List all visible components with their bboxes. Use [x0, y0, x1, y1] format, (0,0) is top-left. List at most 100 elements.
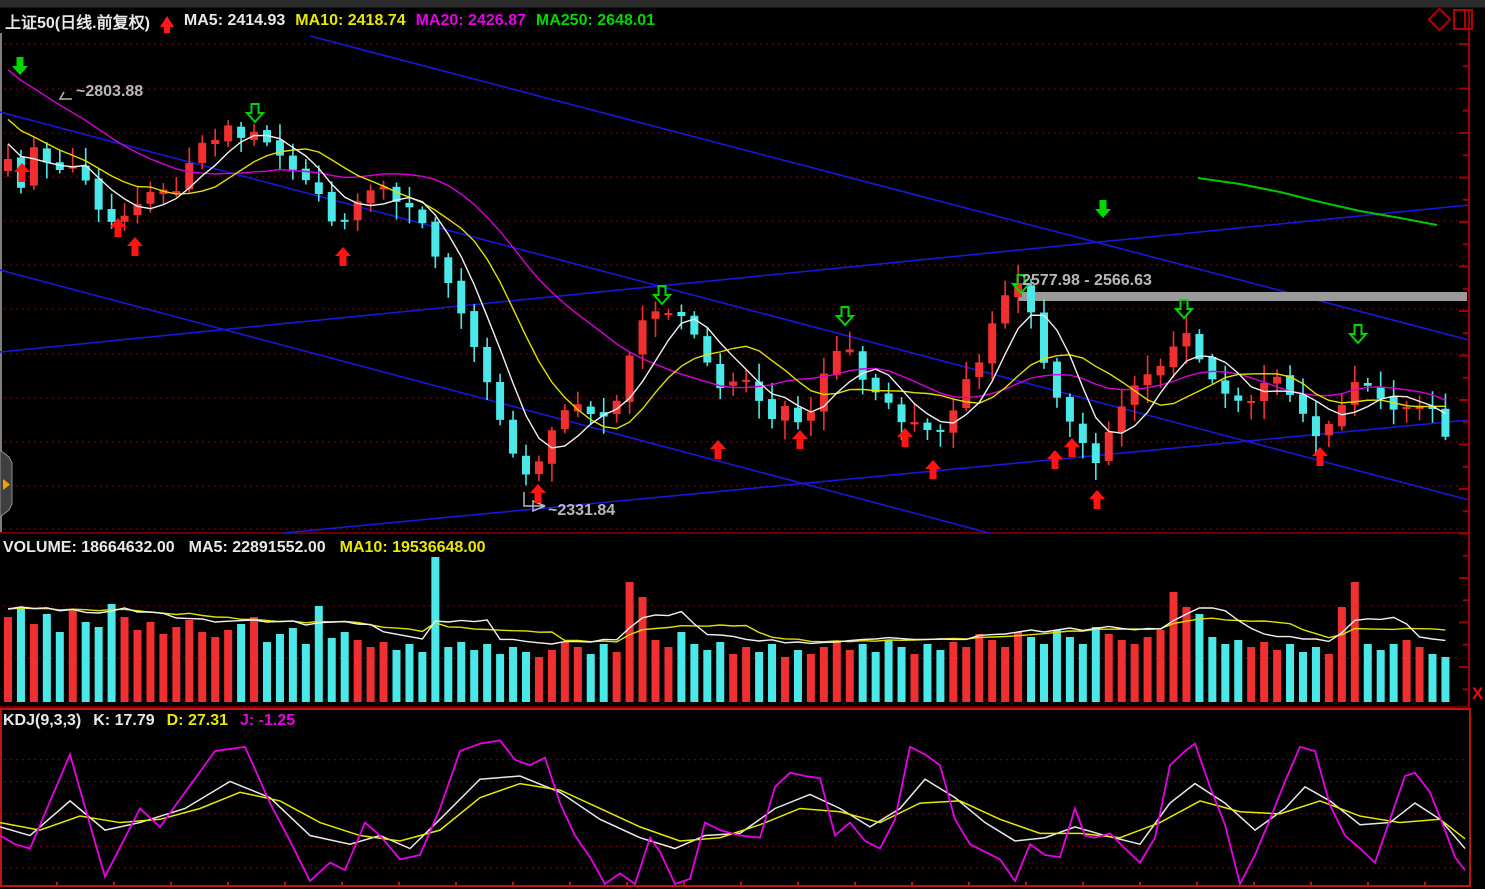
volume-bar[interactable]: [703, 650, 712, 702]
volume-bar[interactable]: [1221, 644, 1230, 702]
candle[interactable]: [1143, 374, 1152, 386]
candle[interactable]: [1428, 406, 1437, 409]
volume-bar[interactable]: [586, 654, 595, 702]
volume-bar[interactable]: [560, 642, 569, 702]
candle[interactable]: [1091, 443, 1100, 463]
candle[interactable]: [457, 280, 466, 314]
volume-bar[interactable]: [263, 642, 271, 702]
candle[interactable]: [1130, 385, 1139, 405]
candle[interactable]: [509, 419, 518, 454]
volume-bar[interactable]: [198, 632, 207, 702]
candle[interactable]: [68, 166, 77, 169]
volume-bar[interactable]: [884, 640, 893, 702]
candle[interactable]: [314, 182, 323, 195]
candle[interactable]: [547, 430, 556, 464]
candle[interactable]: [146, 191, 155, 204]
candle[interactable]: [1027, 285, 1036, 313]
candle[interactable]: [224, 125, 233, 142]
candle[interactable]: [198, 142, 207, 164]
candle[interactable]: [496, 381, 505, 420]
volume-bar[interactable]: [1441, 657, 1450, 702]
candle[interactable]: [1117, 406, 1126, 432]
instrument-title[interactable]: 上证50(日线.前复权): [5, 15, 150, 32]
volume-bar[interactable]: [483, 644, 492, 702]
candle[interactable]: [586, 406, 595, 415]
volume-bar[interactable]: [250, 617, 259, 702]
candle[interactable]: [768, 399, 777, 420]
candle[interactable]: [1195, 333, 1204, 360]
volume-bar[interactable]: [496, 654, 505, 702]
volume-bar[interactable]: [340, 632, 349, 702]
volume-bar[interactable]: [1156, 630, 1165, 702]
volume-bar[interactable]: [224, 630, 233, 702]
volume-bar[interactable]: [81, 622, 90, 702]
candle[interactable]: [690, 315, 699, 335]
candle[interactable]: [418, 209, 427, 224]
volume-bar[interactable]: [211, 637, 220, 702]
volume-bar[interactable]: [1324, 654, 1333, 702]
candle[interactable]: [793, 407, 802, 423]
volume-bar[interactable]: [55, 632, 64, 702]
volume-bar[interactable]: [379, 642, 388, 702]
volume-bar[interactable]: [690, 644, 699, 702]
volume-bar[interactable]: [1040, 644, 1048, 702]
volume-bar[interactable]: [1052, 630, 1061, 702]
candle[interactable]: [444, 257, 453, 284]
candle[interactable]: [55, 162, 64, 171]
volume-bar[interactable]: [742, 647, 751, 702]
candle[interactable]: [806, 411, 815, 421]
volume-bar[interactable]: [353, 640, 362, 702]
volume-bar[interactable]: [819, 647, 828, 702]
volume-bar[interactable]: [1078, 644, 1087, 702]
volume-bar[interactable]: [457, 642, 466, 702]
volume-bar[interactable]: [1376, 650, 1385, 702]
candle[interactable]: [340, 219, 349, 222]
candle[interactable]: [1286, 375, 1295, 395]
volume-bar[interactable]: [1402, 640, 1411, 702]
volume-bar[interactable]: [42, 614, 51, 702]
volume-bar[interactable]: [858, 644, 867, 702]
candle[interactable]: [936, 429, 945, 432]
volume-bar[interactable]: [625, 582, 634, 702]
volume-bar[interactable]: [1363, 644, 1372, 702]
candle[interactable]: [755, 381, 764, 401]
volume-bar[interactable]: [1428, 654, 1437, 702]
volume-bar[interactable]: [949, 642, 958, 702]
candle[interactable]: [327, 191, 336, 222]
candle[interactable]: [1104, 431, 1113, 461]
volume-bar[interactable]: [638, 597, 647, 702]
volume-bar[interactable]: [237, 624, 246, 702]
volume-bar[interactable]: [793, 650, 802, 702]
candle[interactable]: [1376, 387, 1385, 399]
volume-bar[interactable]: [923, 644, 932, 702]
candle[interactable]: [1040, 312, 1048, 363]
candle[interactable]: [1299, 394, 1307, 414]
candle[interactable]: [4, 159, 12, 171]
candle[interactable]: [42, 148, 51, 163]
candle[interactable]: [392, 186, 401, 202]
candle[interactable]: [884, 393, 893, 403]
candle[interactable]: [975, 362, 984, 378]
volume-bar[interactable]: [172, 627, 181, 702]
candle[interactable]: [858, 351, 867, 380]
candle[interactable]: [988, 323, 997, 364]
volume-bar[interactable]: [897, 647, 906, 702]
candle[interactable]: [211, 139, 220, 144]
volume-bar[interactable]: [301, 644, 310, 702]
volume-bar[interactable]: [1234, 640, 1243, 702]
volume-bar[interactable]: [146, 622, 155, 702]
candle[interactable]: [1169, 346, 1178, 368]
candle[interactable]: [94, 178, 103, 210]
volume-bar[interactable]: [599, 644, 608, 702]
candle[interactable]: [1324, 424, 1333, 436]
volume-bar[interactable]: [1260, 642, 1269, 702]
candle[interactable]: [301, 168, 310, 181]
close-panel-button[interactable]: X: [1472, 684, 1484, 703]
candle[interactable]: [1350, 381, 1359, 405]
volume-bar[interactable]: [988, 640, 997, 702]
candle[interactable]: [962, 379, 971, 408]
volume-bar[interactable]: [1273, 650, 1282, 702]
volume-bar[interactable]: [275, 634, 284, 702]
candle[interactable]: [677, 311, 686, 317]
candle[interactable]: [275, 140, 284, 156]
